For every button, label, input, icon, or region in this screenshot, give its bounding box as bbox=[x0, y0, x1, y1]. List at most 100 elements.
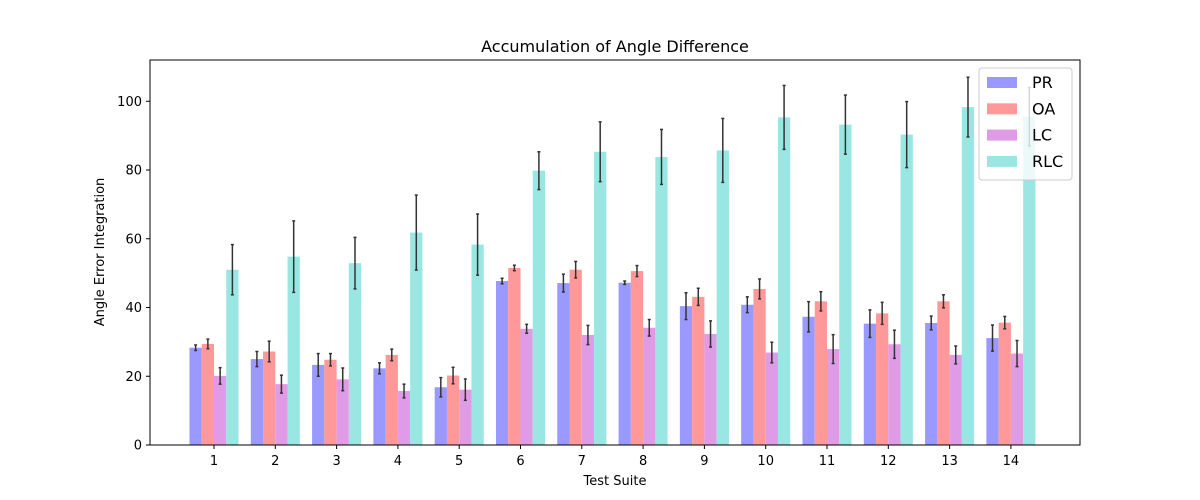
bar-oa-10 bbox=[753, 288, 766, 445]
error-bar-pr-4 bbox=[378, 362, 382, 375]
bar-lc-5 bbox=[459, 389, 472, 445]
bar-lc-11 bbox=[827, 349, 840, 445]
error-bar-pr-5 bbox=[439, 376, 443, 398]
bar-oa-11 bbox=[814, 301, 827, 445]
bar-pr-13 bbox=[925, 322, 938, 445]
legend: PR OA LC RLC bbox=[978, 67, 1073, 181]
error-bar-rlc-9 bbox=[721, 117, 725, 184]
y-tick-label-40: 40 bbox=[125, 301, 142, 316]
error-bar-oa-13 bbox=[941, 294, 945, 309]
error-bar-oa-14 bbox=[1003, 315, 1007, 330]
bar-oa-14 bbox=[998, 322, 1011, 446]
bar-lc-10 bbox=[765, 352, 778, 445]
error-bar-rlc-13 bbox=[966, 76, 970, 138]
error-bar-lc-13 bbox=[954, 345, 958, 365]
bar-rlc-8 bbox=[655, 156, 668, 445]
x-axis: 1 2 3 4 5 6 7 8 9 10 11 12 13 14 bbox=[210, 445, 1019, 469]
bar-oa-4 bbox=[385, 354, 398, 445]
error-bar-rlc-6 bbox=[537, 151, 541, 191]
y-tick-label-0: 0 bbox=[134, 439, 142, 454]
error-bar-pr-12 bbox=[868, 309, 872, 339]
bar-rlc-9 bbox=[716, 150, 729, 445]
x-tick-label-7: 7 bbox=[578, 454, 586, 469]
bar-lc-8 bbox=[643, 327, 656, 445]
legend-label-lc: LC bbox=[1032, 126, 1052, 145]
x-tick-label-12: 12 bbox=[880, 454, 897, 469]
bar-rlc-5 bbox=[471, 244, 484, 445]
error-bar-pr-7 bbox=[561, 273, 565, 293]
bar-oa-8 bbox=[630, 271, 644, 445]
error-bar-lc-9 bbox=[709, 320, 713, 348]
y-tick-label-60: 60 bbox=[125, 232, 142, 247]
y-axis: 0 20 40 60 80 100 bbox=[117, 95, 150, 454]
error-bar-lc-6 bbox=[525, 323, 529, 335]
x-tick-label-6: 6 bbox=[516, 454, 524, 469]
bar-rlc-7 bbox=[594, 151, 607, 445]
bar-pr-8 bbox=[618, 282, 631, 445]
error-bar-lc-7 bbox=[586, 324, 590, 346]
legend-swatch-pr bbox=[987, 77, 1017, 88]
x-tick-label-1: 1 bbox=[210, 454, 218, 469]
bar-rlc-1 bbox=[226, 269, 239, 445]
bar-pr-4 bbox=[373, 368, 386, 445]
error-bar-oa-2 bbox=[267, 340, 271, 363]
bar-rlc-13 bbox=[961, 107, 975, 445]
chart-title: Accumulation of Angle Difference bbox=[481, 37, 749, 56]
x-tick-label-3: 3 bbox=[332, 454, 340, 469]
error-bar-pr-3 bbox=[316, 352, 320, 377]
bar-oa-12 bbox=[876, 313, 889, 445]
bar-lc-13 bbox=[949, 354, 962, 445]
bar-lc-14 bbox=[1010, 353, 1024, 445]
y-tick-label-80: 80 bbox=[125, 164, 142, 179]
error-bar-oa-4 bbox=[390, 348, 394, 362]
y-tick-label-20: 20 bbox=[125, 370, 142, 385]
bar-pr-6 bbox=[495, 281, 509, 445]
bar-rlc-10 bbox=[777, 117, 791, 445]
error-bar-oa-10 bbox=[758, 278, 762, 300]
x-tick-label-13: 13 bbox=[941, 454, 958, 469]
legend-label-pr: PR bbox=[1032, 73, 1053, 92]
error-bar-oa-9 bbox=[696, 287, 700, 307]
error-bar-rlc-1 bbox=[230, 243, 234, 296]
error-bar-pr-14 bbox=[991, 324, 995, 352]
bar-lc-12 bbox=[888, 344, 901, 445]
y-axis-label: Angle Error Integration bbox=[93, 178, 108, 327]
error-bar-lc-2 bbox=[279, 374, 283, 394]
error-bar-lc-12 bbox=[892, 329, 896, 360]
y-tick-label-100: 100 bbox=[117, 95, 142, 110]
error-bar-pr-10 bbox=[745, 296, 749, 314]
x-tick-label-8: 8 bbox=[639, 454, 647, 469]
x-tick-label-9: 9 bbox=[700, 454, 708, 469]
error-bar-pr-13 bbox=[929, 315, 933, 331]
error-bar-lc-4 bbox=[402, 383, 406, 399]
error-bar-lc-1 bbox=[218, 366, 222, 385]
error-bar-lc-5 bbox=[463, 378, 467, 402]
error-bar-oa-6 bbox=[512, 264, 516, 272]
x-tick-label-4: 4 bbox=[394, 454, 402, 469]
x-tick-label-10: 10 bbox=[757, 454, 774, 469]
legend-swatch-lc bbox=[987, 129, 1017, 141]
error-bar-lc-10 bbox=[770, 341, 774, 364]
bar-pr-3 bbox=[312, 364, 325, 445]
bar-pr-2 bbox=[250, 359, 264, 445]
error-bar-rlc-11 bbox=[843, 94, 847, 155]
error-bar-pr-8 bbox=[623, 280, 627, 286]
error-bar-oa-7 bbox=[574, 260, 578, 279]
error-bars-layer bbox=[194, 76, 1031, 402]
bar-pr-10 bbox=[741, 304, 754, 445]
bar-lc-4 bbox=[397, 391, 411, 445]
bar-pr-5 bbox=[434, 387, 447, 445]
error-bar-rlc-4 bbox=[414, 194, 418, 271]
error-bar-rlc-2 bbox=[292, 220, 296, 294]
bar-lc-2 bbox=[275, 384, 288, 445]
bar-oa-3 bbox=[324, 359, 337, 445]
legend-box bbox=[978, 67, 1073, 181]
bar-oa-5 bbox=[446, 375, 460, 445]
bar-rlc-3 bbox=[348, 263, 362, 445]
legend-label-rlc: RLC bbox=[1032, 152, 1063, 171]
bar-lc-3 bbox=[336, 379, 349, 445]
error-bar-oa-8 bbox=[635, 264, 639, 278]
bar-rlc-12 bbox=[900, 134, 913, 445]
error-bar-rlc-10 bbox=[782, 84, 786, 151]
legend-swatch-oa bbox=[987, 103, 1017, 115]
